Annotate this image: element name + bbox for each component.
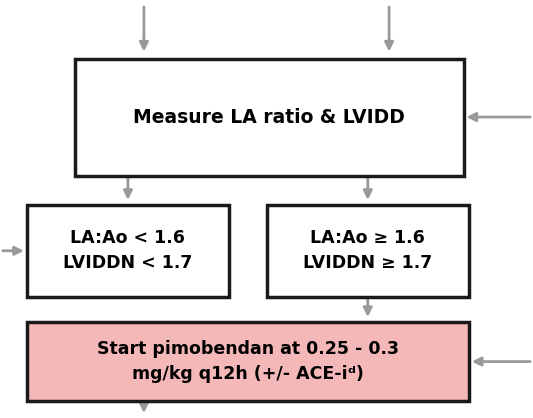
FancyBboxPatch shape: [27, 205, 229, 297]
Text: Start pimobendan at 0.25 - 0.3
mg/kg q12h (+/- ACE-iᵈ): Start pimobendan at 0.25 - 0.3 mg/kg q12…: [97, 340, 399, 383]
FancyBboxPatch shape: [266, 205, 469, 297]
FancyBboxPatch shape: [75, 59, 464, 176]
FancyBboxPatch shape: [27, 322, 469, 401]
Text: LA:Ao < 1.6
LVIDDN < 1.7: LA:Ao < 1.6 LVIDDN < 1.7: [63, 229, 192, 272]
Text: Measure LA ratio & LVIDD: Measure LA ratio & LVIDD: [133, 107, 405, 127]
Text: LA:Ao ≥ 1.6
LVIDDN ≥ 1.7: LA:Ao ≥ 1.6 LVIDDN ≥ 1.7: [303, 229, 432, 272]
